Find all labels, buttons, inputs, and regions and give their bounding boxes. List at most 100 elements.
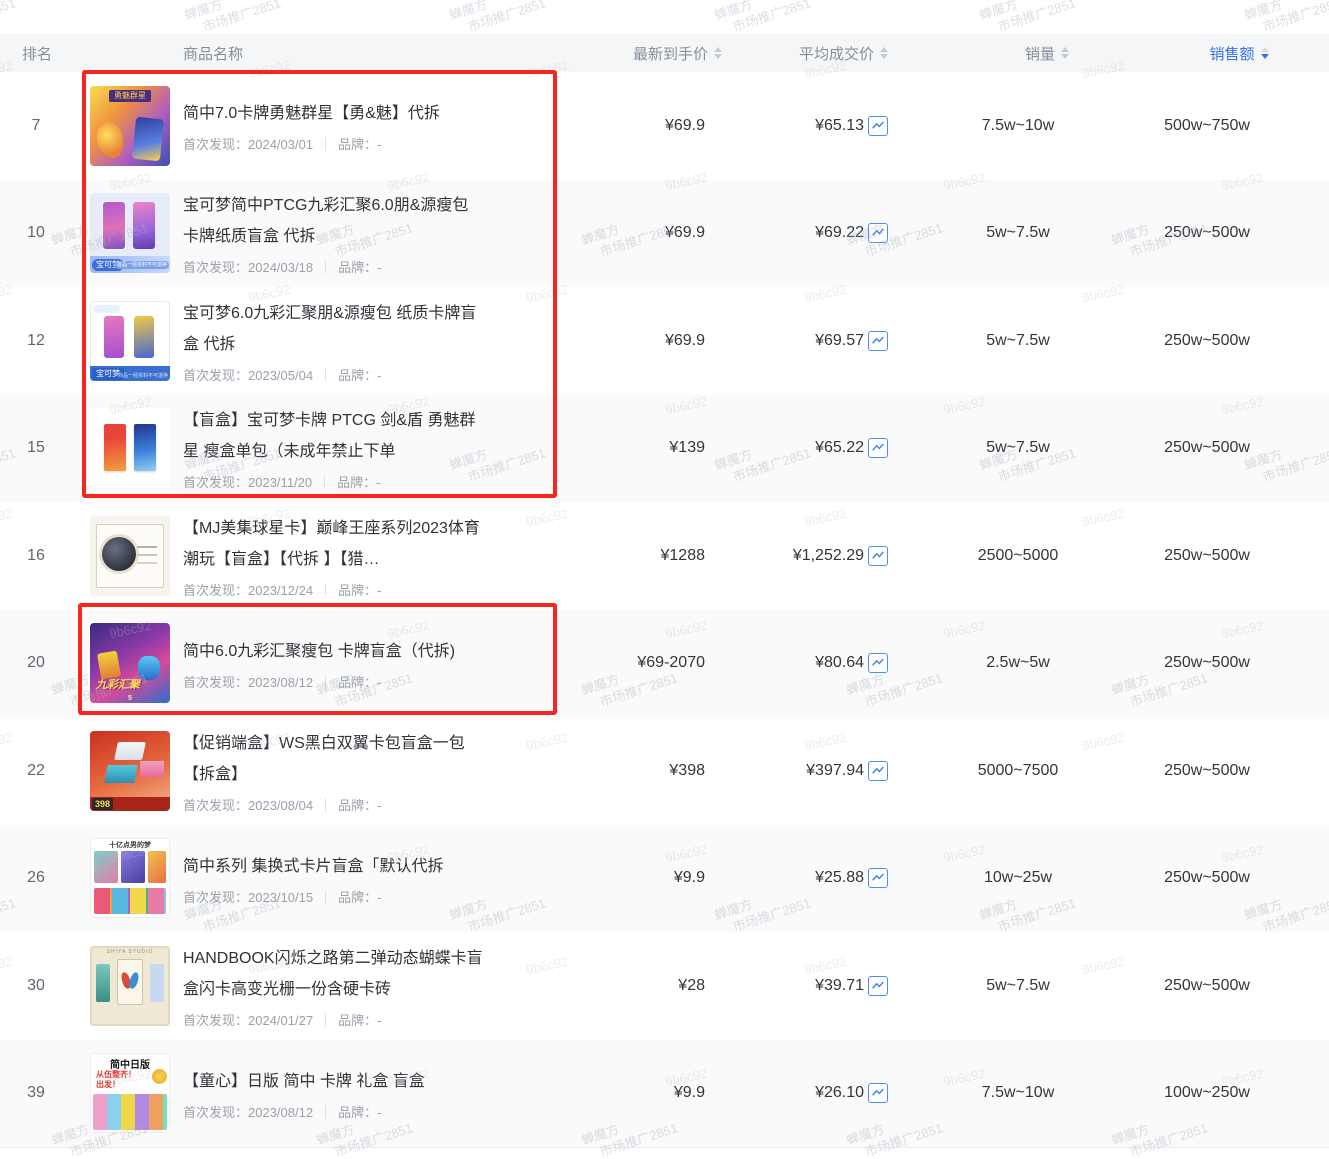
sort-control-revenue[interactable] (1260, 47, 1269, 59)
product-thumbnail[interactable]: 十亿点男的梦 (90, 838, 170, 919)
table-row[interactable]: 22 398 【促销端盒】WS黑白双翼卡包盲盒一包【拆盒】 首次发现：2023/… (0, 717, 1329, 825)
product-cell: SHIYA STUDIO HANDBOOK闪烁之路第二弹动态蝴蝶卡盲盒闪卡高变光… (72, 943, 560, 1029)
table-row[interactable]: 16 【MJ美集球星卡】巅峰王座系列2023体育潮玩【盲盒】【代拆 】【猎… 首… (0, 502, 1329, 610)
thumbnail-text: SHIYA STUDIO (106, 948, 154, 955)
thumbnail-subtext: 首品一经拆封不可退换 (114, 261, 169, 270)
trend-chart-icon[interactable] (868, 760, 888, 781)
product-title[interactable]: 【MJ美集球星卡】巅峰王座系列2023体育潮玩【盲盒】【代拆 】【猎… (183, 519, 480, 568)
table-row[interactable]: 20 九彩汇聚 5 简中6.0九彩汇聚瘦包 卡牌盲盒（代拆) 首次发现：2023… (0, 609, 1329, 717)
table-row[interactable]: 15 【盲盒】宝可梦卡牌 PTCG 剑&盾 勇魅群星 瘦盒单包（未成年禁止下单 … (0, 394, 1329, 502)
product-meta: 首次发现：2024/03/01 ｜ 品牌：- (183, 134, 483, 153)
table-row[interactable]: 7 勇魅群星 简中7.0卡牌勇魅群星【勇&魅】代拆 首次发现：2024/03/0… (0, 72, 1329, 180)
meta-separator: ｜ (319, 1104, 333, 1120)
sort-desc-active-icon (1260, 54, 1269, 59)
product-title[interactable]: 简中6.0九彩汇聚瘦包 卡牌盲盒（代拆) (183, 642, 456, 660)
brand-value: - (376, 475, 381, 491)
product-thumbnail[interactable]: 宝可梦 商品一经拆封不可退换 (90, 300, 170, 381)
product-title[interactable]: 【盲盒】宝可梦卡牌 PTCG 剑&盾 勇魅群星 瘦盒单包（未成年禁止下单 (183, 412, 476, 461)
brand-label: 品牌： (338, 137, 378, 153)
product-meta: 首次发现：2023/08/12 ｜ 品牌：- (183, 1102, 483, 1121)
rank-cell: 15 (0, 439, 72, 457)
rank-cell: 22 (0, 762, 72, 780)
product-cell: 宝可梦 商品一经拆封不可退换 宝可梦6.0九彩汇聚朋&源瘦包 纸质卡牌盲盒 代拆… (72, 298, 560, 384)
first-seen-date: 2023/08/04 (248, 797, 314, 813)
product-title[interactable]: HANDBOOK闪烁之路第二弹动态蝴蝶卡盲盒闪卡高变光栅一份含硬卡砖 (183, 949, 483, 998)
avg-price-cell: ¥69.22 (705, 223, 888, 244)
table-row[interactable]: 10 宝可梦 首品一经拆封不可退换 宝可梦简中PTCG九彩汇聚6.0朋&源瘦包 … (0, 179, 1329, 287)
first-seen-label: 首次发现： (183, 367, 249, 383)
table-row[interactable]: 30 SHIYA STUDIO HANDBOOK闪烁之路第二弹动态蝴蝶卡盲盒闪卡… (0, 932, 1329, 1040)
revenue-cell: 250w~500w (1164, 546, 1250, 564)
product-title[interactable]: 简中7.0卡牌勇魅群星【勇&魅】代拆 (183, 105, 440, 123)
first-seen-label: 首次发现： (183, 582, 249, 598)
meta-separator: ｜ (319, 137, 333, 153)
brand-value: - (377, 582, 382, 598)
brand-label: 品牌： (337, 475, 377, 491)
product-thumbnail[interactable] (90, 408, 170, 489)
sort-control-price[interactable] (714, 47, 722, 59)
product-cell: 简中日版 从伍整齐！ 出发！ 【童心】日版 简中 卡牌 礼盒 盲盒 首次发现：2… (72, 1053, 560, 1134)
first-seen-label: 首次发现： (183, 475, 249, 491)
rank-value: 20 (27, 654, 45, 672)
first-seen-label: 首次发现： (183, 889, 249, 905)
product-title[interactable]: 【促销端盒】WS黑白双翼卡包盲盒一包【拆盒】 (183, 734, 465, 783)
trend-chart-icon[interactable] (868, 330, 888, 351)
first-seen-label: 首次发现： (183, 260, 249, 276)
column-header-revenue[interactable]: 销售额 (1148, 43, 1329, 64)
product-info: HANDBOOK闪烁之路第二弹动态蝴蝶卡盲盒闪卡高变光栅一份含硬卡砖 首次发现：… (183, 943, 483, 1029)
trend-chart-icon[interactable] (868, 1083, 888, 1104)
rank-cell: 39 (0, 1084, 72, 1102)
column-header-rank-label: 排名 (22, 45, 53, 63)
trend-chart-icon[interactable] (868, 868, 888, 889)
trend-chart-icon[interactable] (868, 975, 888, 996)
trend-chart-icon[interactable] (868, 545, 888, 566)
avg-price-cell: ¥397.94 (705, 760, 888, 781)
trend-chart-icon[interactable] (868, 438, 888, 459)
product-info: 简中6.0九彩汇聚瘦包 卡牌盲盒（代拆) 首次发现：2023/08/12 ｜ 品牌：… (183, 636, 483, 691)
column-header-avg-price[interactable]: 平均成交价 (705, 43, 888, 64)
trend-chart-icon[interactable] (868, 223, 888, 244)
table-row[interactable]: 12 宝可梦 商品一经拆封不可退换 宝可梦6.0九彩汇聚朋&源瘦包 纸质卡牌盲盒… (0, 287, 1329, 395)
column-header-product: 商品名称 (72, 43, 560, 64)
sales-cell: 5w~7.5w (986, 224, 1050, 242)
column-header-price[interactable]: 最新到手价 (560, 43, 722, 64)
sort-control-sales[interactable] (1061, 47, 1069, 59)
sales-cell: 5w~7.5w (986, 439, 1050, 457)
product-thumbnail[interactable]: 勇魅群星 (90, 85, 170, 166)
product-title[interactable]: 宝可梦简中PTCG九彩汇聚6.0朋&源瘦包 卡牌纸质盲盒 代拆 (183, 197, 469, 246)
product-title[interactable]: 【童心】日版 简中 卡牌 礼盒 盲盒 (183, 1072, 425, 1090)
product-thumbnail[interactable]: 宝可梦 首品一经拆封不可退换 (90, 193, 170, 274)
first-seen-label: 首次发现： (183, 797, 249, 813)
avg-price-cell: ¥80.64 (705, 653, 888, 674)
meta-separator: ｜ (319, 1012, 333, 1028)
rank-value: 30 (27, 976, 45, 994)
table-row[interactable]: 39 简中日版 从伍整齐！ 出发！ 【童心】日版 简中 卡牌 礼盒 盲盒 首次发… (0, 1039, 1329, 1147)
rank-value: 16 (27, 546, 45, 564)
product-thumbnail[interactable]: 简中日版 从伍整齐！ 出发！ (90, 1053, 170, 1134)
product-cell: 【MJ美集球星卡】巅峰王座系列2023体育潮玩【盲盒】【代拆 】【猎… 首次发现… (72, 513, 560, 599)
product-title[interactable]: 宝可梦6.0九彩汇聚朋&源瘦包 纸质卡牌盲盒 代拆 (183, 304, 477, 353)
avg-price-cell: ¥65.22 (705, 438, 888, 459)
brand-label: 品牌： (338, 582, 378, 598)
product-thumbnail[interactable]: SHIYA STUDIO (90, 945, 170, 1026)
trend-chart-icon[interactable] (868, 653, 888, 674)
column-header-sales[interactable]: 销量 (888, 43, 1148, 64)
meta-separator: ｜ (318, 475, 332, 491)
sort-control-avg-price[interactable] (880, 47, 888, 59)
avg-price-value: ¥39.71 (815, 976, 864, 994)
product-meta: 首次发现：2024/03/18 ｜ 品牌：- (183, 257, 483, 276)
rank-value: 10 (27, 224, 45, 242)
product-thumbnail[interactable]: 398 (90, 730, 170, 811)
avg-price-value: ¥65.22 (815, 439, 864, 457)
product-thumbnail[interactable] (90, 515, 170, 596)
trend-chart-icon[interactable] (868, 115, 888, 136)
product-thumbnail[interactable]: 九彩汇聚 5 (90, 623, 170, 704)
rank-cell: 26 (0, 869, 72, 887)
product-info: 【童心】日版 简中 卡牌 礼盒 盲盒 首次发现：2023/08/12 ｜ 品牌：- (183, 1066, 483, 1121)
first-seen-label: 首次发现： (183, 137, 249, 153)
brand-label: 品牌： (338, 797, 378, 813)
rank-cell: 30 (0, 977, 72, 995)
product-title[interactable]: 简中系列 集换式卡片盲盒「默认代拆 (183, 857, 444, 875)
table-row[interactable]: 26 十亿点男的梦 简中系列 集换式卡片盲盒「默认代拆 首次发现：2023/10… (0, 824, 1329, 932)
